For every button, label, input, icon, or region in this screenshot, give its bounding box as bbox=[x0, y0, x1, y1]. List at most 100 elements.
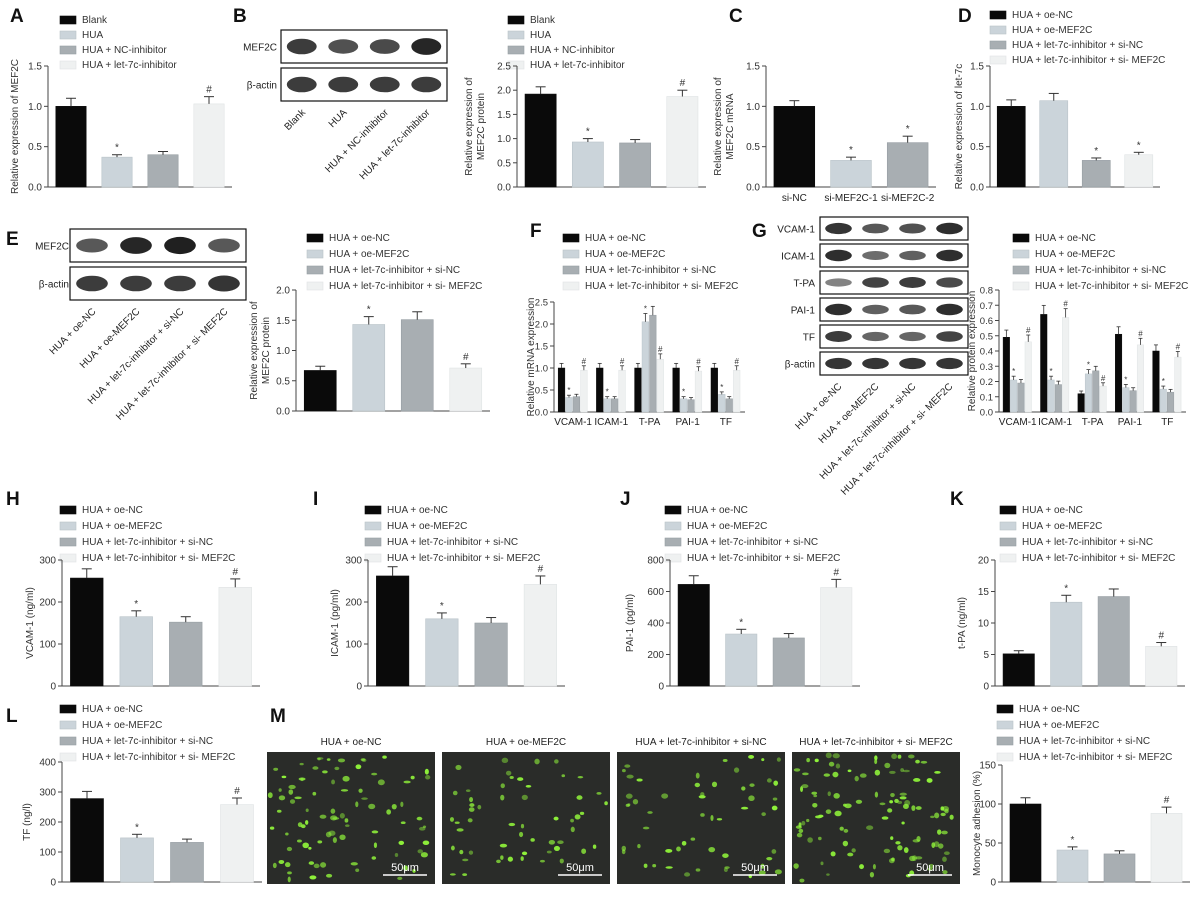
fluorescent-cell bbox=[499, 843, 508, 848]
y-tick-label: 300 bbox=[39, 788, 56, 799]
fluorescent-cell bbox=[305, 808, 309, 812]
fluorescent-cell bbox=[887, 808, 893, 813]
fluorescent-cell bbox=[695, 772, 700, 779]
fluorescent-cell bbox=[627, 803, 631, 807]
legend-label: HUA + let-7c-inhibitor + si- MEF2C bbox=[1019, 752, 1172, 763]
fluorescent-cell bbox=[358, 788, 363, 793]
bar bbox=[619, 142, 652, 188]
fluorescent-cell bbox=[933, 841, 940, 848]
bar bbox=[1115, 333, 1123, 413]
y-tick-label: 0.0 bbox=[28, 183, 42, 194]
legend-label: HUA + oe-NC bbox=[387, 505, 448, 516]
chart-E: 0.0 0.5 1.0 1.5 2.0 * # Relative expression of M… bbox=[249, 286, 490, 418]
y-axis: 0.0 0.5 1.0 1.5 2.0 2.5 bbox=[497, 62, 518, 194]
y-tick-label: 0.5 bbox=[970, 142, 984, 153]
legend-label: HUA + oe-MEF2C bbox=[1019, 720, 1099, 731]
legend-label: HUA + let-7c-inhibitor + si-NC bbox=[82, 537, 213, 548]
fluorescent-cell bbox=[772, 797, 778, 801]
bar bbox=[1122, 387, 1130, 413]
y-axis: 0 50 100 150 bbox=[979, 761, 1003, 889]
legend-swatch bbox=[59, 752, 77, 762]
fluorescent-cell bbox=[903, 847, 909, 854]
fluorescent-cell bbox=[899, 792, 907, 796]
bar bbox=[1010, 379, 1018, 413]
y-tick-label: 200 bbox=[39, 818, 56, 829]
fluorescent-cell bbox=[881, 816, 889, 820]
y-tick-label: 200 bbox=[39, 598, 56, 609]
fluorescent-cell bbox=[931, 842, 936, 849]
fluorescent-cell bbox=[748, 795, 755, 802]
significance-mark: # bbox=[680, 78, 686, 89]
legend-label: HUA + let-7c-inhibitor + si- MEF2C bbox=[82, 553, 235, 564]
bar bbox=[1009, 803, 1042, 883]
legend-label: HUA + oe-MEF2C bbox=[82, 720, 162, 731]
fluorescent-cell bbox=[625, 793, 633, 799]
fluorescent-cell bbox=[812, 802, 818, 808]
fluorescent-cell bbox=[647, 811, 653, 814]
y-axis-title: Relative expression of let-7c bbox=[954, 64, 965, 190]
fluorescent-cell bbox=[761, 758, 765, 762]
fluorescent-cell bbox=[312, 766, 319, 770]
significance-mark: * bbox=[1094, 146, 1098, 157]
y-axis-title: t-PA (ng/ml) bbox=[957, 597, 968, 649]
fluorescent-cell bbox=[681, 840, 687, 846]
fluorescent-cell bbox=[400, 801, 404, 808]
bar bbox=[1152, 350, 1160, 413]
fluorescent-cell bbox=[798, 828, 804, 834]
legend-label: HUA + let-7c-inhibitor + si-NC bbox=[1022, 537, 1153, 548]
fluorescent-cell bbox=[900, 768, 904, 772]
legend-swatch bbox=[562, 233, 580, 243]
fluorescent-cell bbox=[773, 780, 779, 786]
legend-label: HUA + oe-NC bbox=[329, 233, 390, 244]
fluorescent-cell bbox=[317, 757, 321, 761]
fluorescent-cell bbox=[267, 792, 273, 799]
fluorescent-cell bbox=[908, 754, 915, 759]
fluorescent-cell bbox=[722, 853, 729, 858]
significance-mark: # bbox=[582, 357, 587, 366]
fluorescent-cell bbox=[304, 820, 309, 825]
fluorescent-cell bbox=[328, 830, 336, 836]
fluorescent-cell bbox=[579, 811, 585, 815]
fluorescent-cell bbox=[897, 754, 902, 759]
legend-swatch bbox=[999, 553, 1017, 563]
y-tick-label: 100 bbox=[39, 640, 56, 651]
fluorescent-cell bbox=[557, 840, 564, 845]
fluorescent-cell bbox=[289, 799, 296, 804]
blot-row-label: TF bbox=[803, 333, 815, 344]
legend-swatch bbox=[59, 537, 77, 547]
fluorescent-cell bbox=[577, 775, 584, 779]
y-tick-label: 5 bbox=[983, 650, 989, 661]
x-tick-label: si-NC bbox=[782, 193, 807, 204]
significance-mark: # bbox=[1026, 326, 1031, 335]
x-tick-label: PAI-1 bbox=[1118, 417, 1143, 428]
significance-mark: # bbox=[833, 567, 839, 578]
chart-I: 0 100 200 300 * # ICAM-1 (pg/ml) bbox=[330, 556, 565, 693]
fluorescent-cell bbox=[661, 793, 669, 799]
blot-row-label: ICAM-1 bbox=[781, 252, 815, 263]
fluorescent-cell bbox=[695, 868, 701, 872]
fluorescent-cell bbox=[891, 753, 898, 760]
fluorescent-cell bbox=[326, 873, 333, 878]
y-axis: 0 100 200 300 bbox=[345, 556, 369, 693]
legend: HUA + oe-NC HUA + oe-MEF2C HUA + let-7c-in… bbox=[996, 704, 1172, 763]
bar bbox=[725, 633, 758, 687]
bar bbox=[120, 837, 154, 883]
fluorescent-cell bbox=[500, 794, 505, 801]
fluorescent-cell bbox=[456, 828, 464, 832]
fluorescent-cell bbox=[796, 832, 803, 838]
bar bbox=[70, 577, 104, 687]
significance-mark: * bbox=[115, 143, 119, 154]
legend-swatch bbox=[996, 736, 1014, 746]
y-axis: 0.0 0.5 1.0 1.5 bbox=[28, 62, 49, 194]
fluorescent-cell bbox=[449, 817, 455, 822]
legend-label: HUA + let-7c-inhibitor + si-NC bbox=[1012, 40, 1143, 51]
fluorescent-cell bbox=[449, 873, 456, 876]
bar bbox=[1040, 314, 1048, 413]
fluorescent-cell bbox=[793, 768, 801, 772]
fluorescent-cell bbox=[859, 773, 867, 778]
fluorescent-cell bbox=[708, 847, 716, 853]
fluorescent-cell bbox=[342, 775, 350, 782]
y-tick-label: 400 bbox=[647, 619, 664, 630]
legend-label: HUA + oe-MEF2C bbox=[687, 521, 767, 532]
fluorescent-cell bbox=[276, 809, 282, 813]
